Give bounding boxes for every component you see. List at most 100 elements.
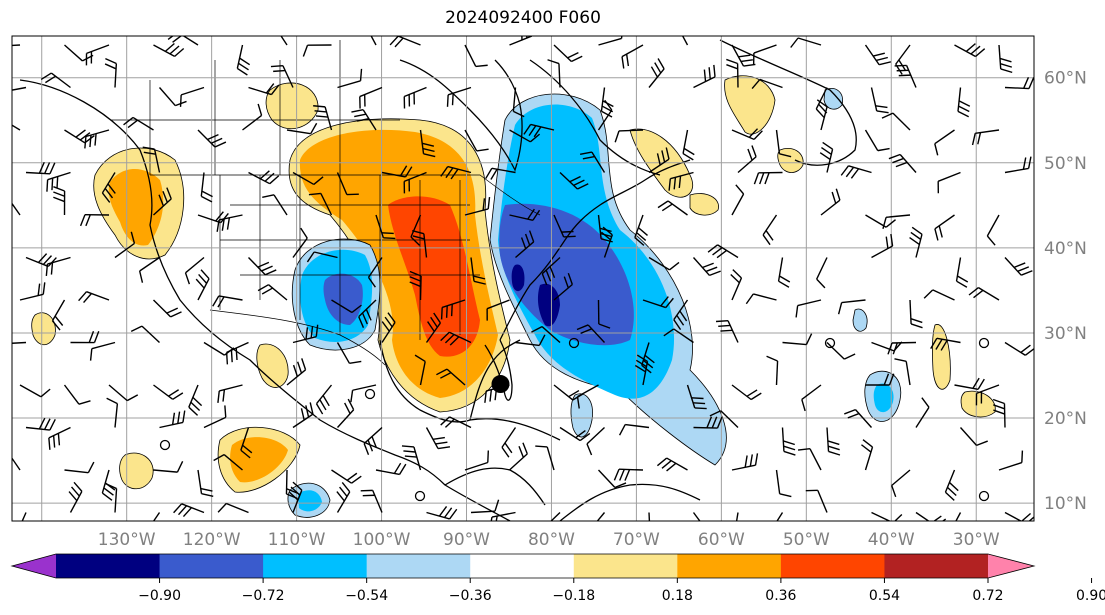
wind-barb	[553, 272, 573, 301]
coastline-hudson-bay	[399, 59, 523, 172]
wind-barb	[864, 129, 890, 152]
wind-barb	[292, 324, 319, 344]
wind-barb	[844, 408, 873, 428]
wind-barb	[865, 214, 896, 228]
colorbar: −0.90 −0.72 −0.54 −0.36 −0.18 0.18 0.36 0.54 0.7…	[10, 553, 1105, 604]
wind-barb	[286, 122, 318, 135]
wind-barb	[559, 171, 589, 190]
colorbar-tick-label: 0.54	[869, 588, 900, 604]
wind-barb	[257, 284, 288, 301]
wind-barb	[331, 299, 362, 314]
wind-barb	[816, 257, 828, 289]
wind-barb	[888, 153, 917, 173]
wind-barb	[509, 129, 541, 143]
wind-barb	[138, 256, 160, 283]
wind-barb	[692, 257, 721, 277]
wind-barb	[336, 342, 362, 365]
wind-barb	[776, 512, 784, 521]
longitude-labels: 130°W 120°W 110°W 100°W 90°W 80°W 70°W 60°W 50°W…	[98, 530, 1000, 550]
storm-position-marker	[491, 375, 510, 394]
wind-barb	[864, 44, 891, 66]
wind-barb	[797, 447, 822, 471]
wind-barb	[313, 105, 333, 131]
wind-barb	[464, 450, 490, 471]
map-title: 2024092400 F060	[445, 8, 601, 28]
wind-barb	[954, 43, 986, 58]
wind-barb	[781, 427, 796, 456]
positive-anomaly-cell-pacific-w	[31, 312, 56, 346]
wind-barb	[53, 186, 66, 216]
coastline-gulf-of-mexico	[379, 339, 521, 423]
wind-barb	[782, 333, 813, 346]
wind-barb	[464, 196, 491, 216]
colorbar-segment	[677, 554, 782, 578]
wind-barb	[766, 355, 779, 386]
wind-barb	[707, 244, 739, 259]
coastline-florida	[484, 339, 513, 401]
wind-barb	[425, 427, 451, 450]
wind-barb	[882, 214, 911, 230]
wind-barb	[745, 293, 777, 305]
coastline-us-east	[499, 159, 691, 341]
wind-barb	[515, 334, 546, 347]
wind-barb	[816, 99, 828, 131]
wind-barb	[401, 445, 422, 471]
wind-barb	[89, 341, 116, 361]
wind-barb	[959, 427, 988, 447]
wind-barb	[597, 99, 613, 131]
wind-barb	[881, 112, 911, 131]
wind-barb	[225, 341, 249, 365]
wind-barb	[48, 426, 71, 450]
colorbar-segment	[780, 554, 885, 578]
wind-barb	[634, 214, 648, 246]
positive-anomaly-cell-pacific-core	[230, 437, 288, 483]
wind-barb	[337, 68, 363, 89]
wind-barb	[668, 171, 694, 191]
wind-barb	[270, 65, 294, 88]
wind-barb	[286, 358, 307, 386]
wind-barb	[1004, 341, 1034, 356]
wind-barb	[114, 231, 136, 259]
wind-barb	[790, 37, 822, 48]
colorbar-segment	[366, 554, 471, 578]
positive-anomaly-orange-west	[108, 168, 164, 246]
wind-barb	[359, 86, 383, 109]
wind-barb	[715, 319, 739, 343]
wind-barb	[242, 103, 263, 131]
wind-barb	[292, 402, 314, 429]
wind-barb	[968, 286, 1000, 301]
wind-barb	[70, 331, 100, 344]
wind-barb	[801, 384, 822, 412]
wind-barb	[12, 86, 27, 91]
wind-barb	[25, 161, 56, 175]
wind-barb	[596, 512, 606, 521]
wind-barb	[350, 384, 377, 403]
wind-barb	[367, 257, 383, 288]
wind-barb	[894, 358, 911, 386]
wind-barb	[19, 282, 46, 301]
wind-barb	[470, 257, 486, 285]
wind-barb	[464, 44, 488, 68]
wind-barb	[998, 44, 1013, 74]
negative-anomaly-cell-atlantic-core	[873, 383, 894, 413]
wind-barb	[152, 512, 161, 521]
wind-barb	[998, 450, 1024, 471]
wind-barb	[419, 129, 436, 158]
wind-barb	[12, 124, 21, 131]
colorbar-tick-label: 0.36	[765, 588, 796, 604]
colorbar-tick-label: 0.90	[1076, 588, 1105, 604]
negative-anomaly-navy-east	[511, 264, 560, 327]
colorbar-segment	[159, 554, 264, 578]
lat-label: 30°N	[1044, 324, 1087, 344]
lon-label: 70°W	[613, 530, 660, 550]
wind-barb	[752, 44, 777, 66]
lat-label: 20°N	[1044, 409, 1087, 429]
wind-barb	[648, 58, 665, 88]
lon-label: 110°W	[268, 530, 326, 550]
negative-anomaly-cell-greenland	[823, 88, 843, 110]
wind-barb	[512, 87, 525, 118]
wind-barb	[490, 511, 516, 521]
wind-barb	[123, 116, 154, 131]
wind-barbs	[12, 36, 1034, 521]
